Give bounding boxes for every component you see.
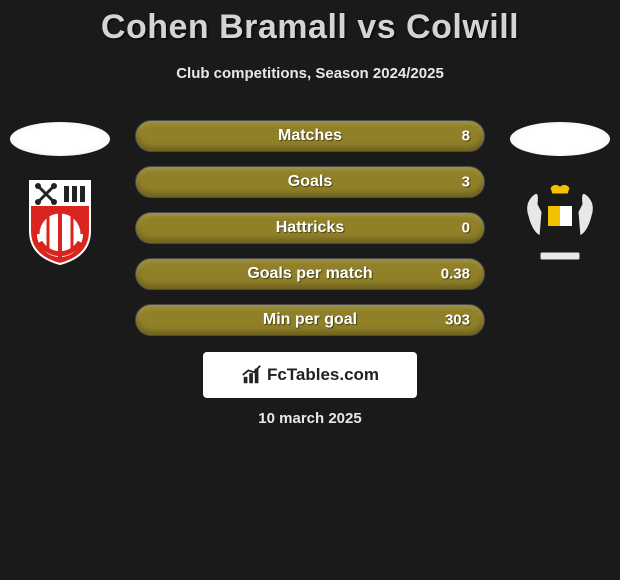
page-subtitle: Club competitions, Season 2024/2025 xyxy=(0,65,620,82)
player-left-club-logo xyxy=(20,176,100,266)
brand-link[interactable]: FcTables.com xyxy=(203,352,417,398)
stat-label: Hattricks xyxy=(276,219,344,237)
stat-value-right: 3 xyxy=(462,174,470,191)
stat-value-right: 0 xyxy=(462,220,470,237)
stat-value-right: 0.38 xyxy=(441,266,470,283)
stat-label: Matches xyxy=(278,127,342,145)
page-title: Cohen Bramall vs Colwill xyxy=(0,0,620,47)
bar-chart-icon xyxy=(241,364,263,386)
player-right-avatar xyxy=(510,122,610,156)
stat-row-goals: Goals 3 xyxy=(135,166,485,198)
brand-text: FcTables.com xyxy=(267,365,379,385)
stat-row-goals-per-match: Goals per match 0.38 xyxy=(135,258,485,290)
exeter-logo-icon xyxy=(520,176,600,266)
stat-row-min-per-goal: Min per goal 303 xyxy=(135,304,485,336)
stat-label: Min per goal xyxy=(263,311,357,329)
stat-value-right: 8 xyxy=(462,128,470,145)
stat-label: Goals per match xyxy=(247,265,372,283)
player-right-club-logo xyxy=(520,176,600,266)
date-label: 10 march 2025 xyxy=(0,410,620,427)
stat-label: Goals xyxy=(288,173,332,191)
stat-row-hattricks: Hattricks 0 xyxy=(135,212,485,244)
stat-row-matches: Matches 8 xyxy=(135,120,485,152)
rotherham-logo-icon xyxy=(20,176,100,266)
player-left-avatar xyxy=(10,122,110,156)
stat-value-right: 303 xyxy=(445,312,470,329)
stats-container: Matches 8 Goals 3 Hattricks 0 Goals per … xyxy=(135,120,485,350)
